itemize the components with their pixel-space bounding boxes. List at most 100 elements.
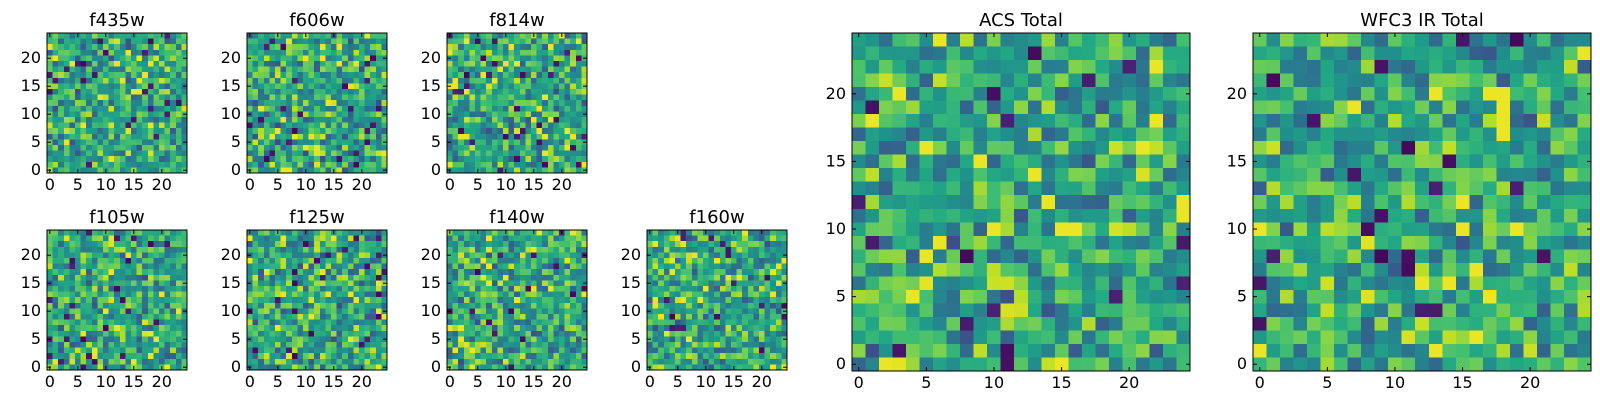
heatmap-cell: [775, 353, 782, 360]
heatmap-cell: [497, 263, 504, 270]
heatmap-cell: [725, 353, 732, 360]
y-tick-label: 10: [421, 301, 441, 320]
heatmap-cell: [1122, 208, 1137, 223]
heatmap-cell: [119, 128, 126, 135]
heatmap-cell: [536, 263, 543, 270]
heatmap-cell: [108, 280, 115, 287]
heatmap-cell: [1122, 46, 1137, 61]
heatmap-cell: [536, 297, 543, 304]
heatmap-cell: [370, 246, 377, 253]
heatmap-cell: [103, 314, 109, 320]
heatmap-cell: [669, 302, 676, 309]
heatmap-cell: [747, 319, 754, 326]
heatmap-cell: [525, 302, 532, 309]
heatmap-cell: [86, 105, 93, 112]
heatmap-cell: [686, 319, 693, 326]
heatmap-cell: [452, 330, 459, 337]
heatmap-cell: [542, 241, 549, 248]
heatmap-cell: [263, 280, 270, 287]
heatmap-cell: [258, 133, 265, 140]
heatmap-cell: [319, 230, 326, 236]
heatmap-cell: [370, 364, 377, 371]
heatmap-cell: [1108, 154, 1123, 169]
heatmap-cell: [280, 319, 287, 326]
heatmap-cell: [103, 358, 109, 365]
heatmap-cell: [147, 38, 154, 45]
heatmap-cell: [1095, 127, 1110, 142]
heatmap-cell: [375, 353, 382, 360]
heatmap-cell: [759, 274, 765, 281]
heatmap-cell: [297, 77, 304, 84]
heatmap-cell: [291, 145, 298, 151]
heatmap-cell: [114, 241, 121, 248]
heatmap-cell: [336, 364, 343, 371]
heatmap-cell: [486, 49, 493, 56]
x-tick-label: 5: [673, 372, 683, 391]
heatmap-cell: [153, 364, 160, 371]
heatmap-cell: [131, 145, 137, 151]
heatmap-cell: [1122, 33, 1137, 47]
heatmap-cell: [759, 342, 765, 348]
heatmap-cell: [519, 139, 526, 146]
heatmap-cell: [280, 72, 287, 79]
heatmap-cell: [1149, 154, 1164, 169]
heatmap-cell: [114, 347, 121, 354]
heatmap-cell: [770, 353, 777, 360]
heatmap-cell: [753, 325, 760, 332]
heatmap-cell: [103, 291, 109, 298]
heatmap-cell: [731, 319, 737, 326]
heatmap-cell: [103, 61, 109, 67]
heatmap-cell: [753, 336, 760, 343]
heatmap-cell: [553, 342, 560, 348]
heatmap-cell: [1135, 100, 1150, 115]
heatmap-cell: [125, 111, 132, 118]
heatmap-cell: [447, 330, 453, 337]
heatmap-cell: [291, 44, 298, 51]
heatmap-cell: [514, 286, 521, 292]
heatmap-cell: [1095, 33, 1110, 47]
heatmap-cell: [153, 66, 160, 73]
heatmap-cell: [570, 314, 577, 320]
heatmap-cell: [336, 308, 343, 315]
heatmap-cell: [364, 167, 371, 174]
heatmap-cell: [575, 235, 582, 242]
heatmap-cell: [514, 145, 521, 151]
heatmap-cell: [364, 145, 371, 151]
heatmap-cell: [946, 73, 961, 88]
heatmap-cell: [280, 358, 287, 365]
heatmap-cell: [252, 111, 259, 118]
heatmap-cell: [714, 308, 721, 315]
heatmap-cell: [686, 353, 693, 360]
heatmap-cell: [370, 55, 377, 62]
heatmap-cell: [52, 167, 59, 174]
heatmap-cell: [47, 133, 53, 140]
heatmap-cell: [353, 117, 360, 123]
heatmap-cell: [258, 308, 265, 315]
heatmap-cell: [80, 145, 87, 151]
heatmap-cell: [353, 263, 360, 270]
heatmap-cell: [91, 314, 98, 320]
heatmap-cell: [291, 117, 298, 123]
heatmap-cell: [147, 258, 154, 264]
heatmap-cell: [458, 291, 465, 298]
heatmap-cell: [175, 358, 182, 365]
heatmap-cell: [63, 83, 70, 90]
heatmap-cell: [497, 269, 504, 276]
heatmap-cell: [669, 274, 676, 281]
heatmap-cell: [170, 302, 177, 309]
heatmap-cell: [347, 94, 354, 101]
heatmap-cell: [269, 111, 276, 118]
heatmap-cell: [103, 66, 109, 73]
heatmap-cell: [865, 114, 880, 129]
heatmap-cell: [447, 61, 453, 67]
heatmap-cell: [581, 145, 588, 151]
heatmap-cell: [725, 342, 732, 348]
heatmap-cell: [987, 100, 1002, 115]
heatmap-cell: [531, 66, 537, 73]
heatmap-cell: [542, 117, 549, 123]
heatmap-cell: [525, 133, 532, 140]
heatmap-cell: [497, 241, 504, 248]
heatmap-cell: [753, 364, 760, 371]
heatmap-cell: [675, 286, 681, 292]
heatmap-cell: [269, 150, 276, 157]
